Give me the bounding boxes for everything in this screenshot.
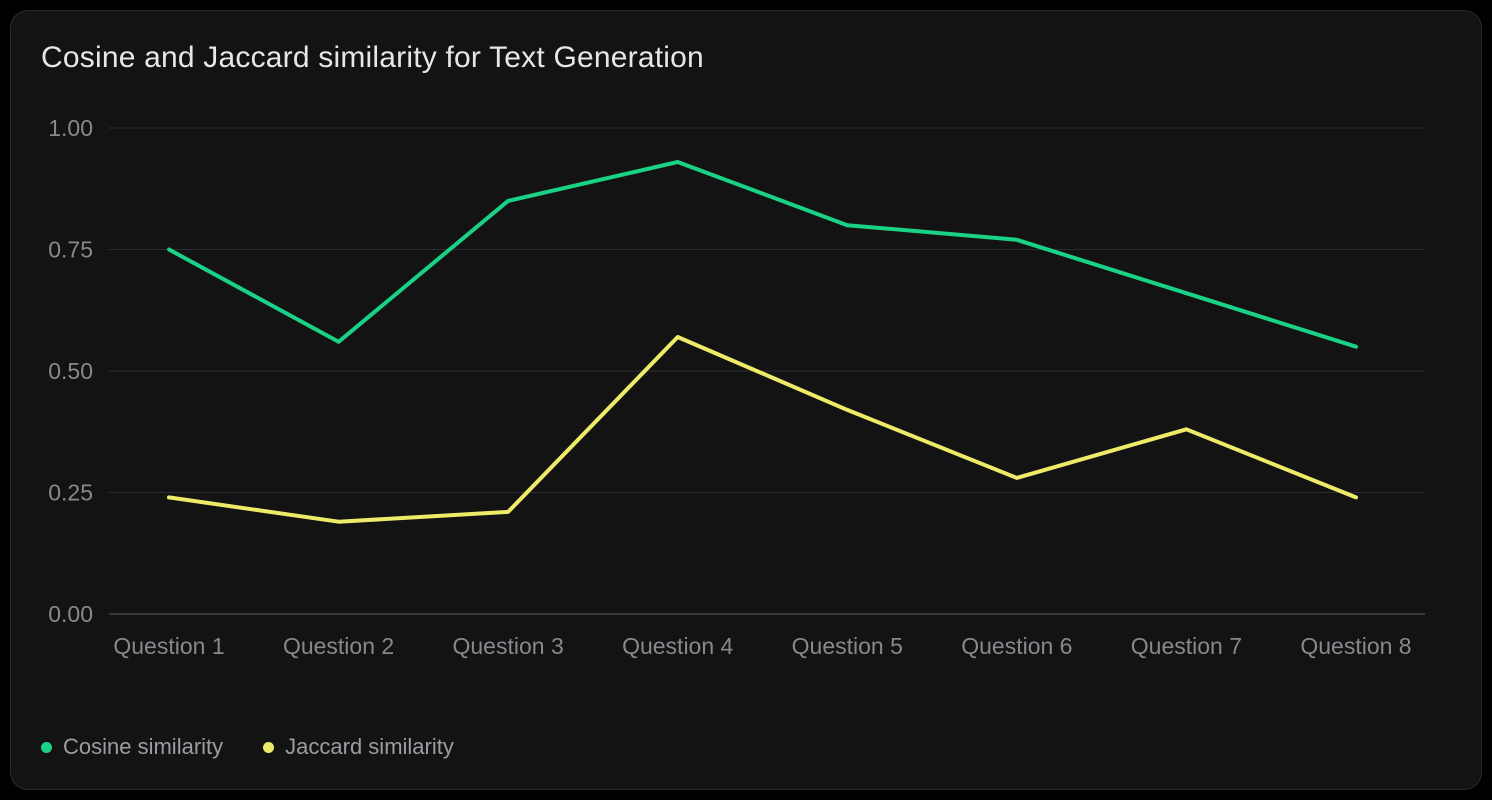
legend-item-cosine[interactable]: Cosine similarity	[41, 734, 223, 760]
line-chart: 0.00 0.25 0.50 0.75 1.00 Question 1 Question 2…	[48, 115, 1425, 659]
x-tick-label: Question 4	[622, 633, 733, 659]
x-tick-label: Question 2	[283, 633, 394, 659]
x-tick-label: Question 6	[961, 633, 1072, 659]
x-tick-label: Question 3	[453, 633, 564, 659]
legend-label-cosine: Cosine similarity	[63, 734, 224, 759]
chart-card: Cosine and Jaccard similarity for Text G…	[10, 10, 1482, 790]
y-tick-label: 0.25	[48, 480, 93, 506]
chart-title: Cosine and Jaccard similarity for Text G…	[41, 41, 704, 74]
y-tick-label: 0.50	[48, 358, 93, 384]
chart-legend: Cosine similarity Jaccard similarity	[41, 734, 454, 760]
y-tick-label: 0.75	[48, 237, 93, 263]
x-tick-label: Question 7	[1131, 633, 1242, 659]
x-tick-label: Question 5	[792, 633, 903, 659]
y-tick-label: 1.00	[48, 115, 93, 141]
series-line-cosine-similarity[interactable]	[167, 160, 1358, 349]
legend-label-jaccard: Jaccard similarity	[285, 734, 454, 759]
x-tick-label: Question 1	[113, 633, 224, 659]
jaccard-legend-dot-icon	[263, 741, 275, 753]
legend-item-jaccard[interactable]: Jaccard similarity	[263, 734, 454, 760]
y-tick-label: 0.00	[48, 601, 93, 627]
cosine-legend-dot-icon	[41, 741, 52, 753]
series-line-jaccard-similarity[interactable]	[167, 335, 1358, 524]
x-tick-label: Question 8	[1300, 633, 1411, 659]
